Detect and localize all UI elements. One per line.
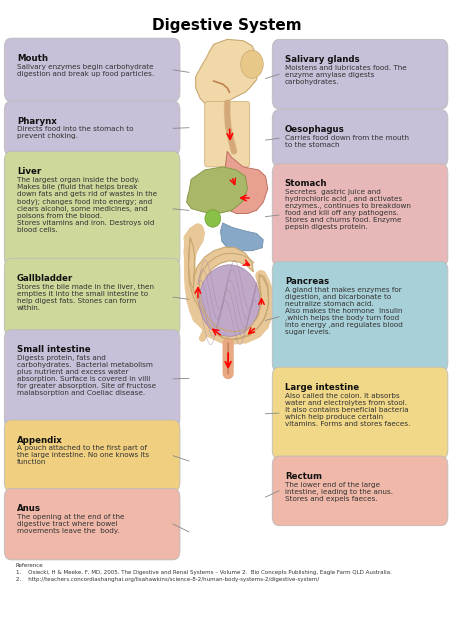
FancyBboxPatch shape xyxy=(4,420,180,491)
FancyBboxPatch shape xyxy=(272,367,448,459)
Text: Carries food down from the mouth
to the stomach: Carries food down from the mouth to the … xyxy=(285,135,409,148)
Text: Anus: Anus xyxy=(17,504,41,513)
Text: Appendix: Appendix xyxy=(17,436,63,444)
FancyBboxPatch shape xyxy=(4,488,180,560)
Polygon shape xyxy=(223,151,268,213)
Text: Salivary enzymes begin carbohydrate
digestion and break up food particles.: Salivary enzymes begin carbohydrate dige… xyxy=(17,64,154,76)
FancyBboxPatch shape xyxy=(272,262,448,372)
Ellipse shape xyxy=(199,265,260,336)
Text: Stores the bile made in the liver, then
empties it into the small intestine to
h: Stores the bile made in the liver, then … xyxy=(17,284,154,310)
FancyBboxPatch shape xyxy=(4,330,180,428)
Text: Pharynx: Pharynx xyxy=(17,116,57,125)
FancyBboxPatch shape xyxy=(272,456,448,526)
FancyBboxPatch shape xyxy=(4,101,180,156)
FancyBboxPatch shape xyxy=(4,151,180,266)
FancyBboxPatch shape xyxy=(272,110,448,167)
Polygon shape xyxy=(196,39,259,108)
Text: The largest organ inside the body.
Makes bile (fluid that helps break
down fats : The largest organ inside the body. Makes… xyxy=(17,177,157,233)
Text: Rectum: Rectum xyxy=(285,471,322,481)
Text: Gallbladder: Gallbladder xyxy=(17,274,73,283)
Text: Reference
1.    Osiecki, H & Meeke, F, MD, 2005. The Digestive and Renal Systems: Reference 1. Osiecki, H & Meeke, F, MD, … xyxy=(16,563,392,582)
Polygon shape xyxy=(189,237,269,341)
Text: Pancreas: Pancreas xyxy=(285,277,329,286)
Text: Large intestine: Large intestine xyxy=(285,382,359,392)
Text: The opening at the end of the
digestive tract where bowel
movements leave the  b: The opening at the end of the digestive … xyxy=(17,514,125,534)
FancyBboxPatch shape xyxy=(4,38,180,101)
Polygon shape xyxy=(220,223,263,251)
Text: Digests protein, fats and
carbohydrates.  Bacterial metabolism
plus nutrient and: Digests protein, fats and carbohydrates.… xyxy=(17,356,156,396)
FancyBboxPatch shape xyxy=(272,164,448,266)
Text: Liver: Liver xyxy=(17,167,41,176)
FancyBboxPatch shape xyxy=(4,259,180,336)
Text: The lower end of the large
intestine, leading to the anus.
Stores and expels fae: The lower end of the large intestine, le… xyxy=(285,481,393,501)
Text: Small intestine: Small intestine xyxy=(17,346,91,354)
FancyBboxPatch shape xyxy=(205,101,250,167)
Text: Moistens and lubricates food. The
enzyme amylase digests
carbohydrates.: Moistens and lubricates food. The enzyme… xyxy=(285,65,407,85)
FancyArrowPatch shape xyxy=(202,331,206,339)
Text: A gland that makes enzymes for
digestion, and bicarbonate to
neutralize stomach : A gland that makes enzymes for digestion… xyxy=(285,287,403,335)
Text: Salivary glands: Salivary glands xyxy=(285,55,359,64)
Ellipse shape xyxy=(241,50,263,78)
Text: Secretes  gastric juice and
hydrochloric acid , and activates
enzymes., continue: Secretes gastric juice and hydrochloric … xyxy=(285,189,411,230)
Text: Stomach: Stomach xyxy=(285,179,328,188)
Text: Digestive System: Digestive System xyxy=(153,18,302,33)
Text: Oesophagus: Oesophagus xyxy=(285,125,345,134)
Text: Also called the colon. It absorbs
water and electrolytes from stool.
It also con: Also called the colon. It absorbs water … xyxy=(285,393,410,426)
Text: Directs food into the stomach to
prevent choking.: Directs food into the stomach to prevent… xyxy=(17,126,134,140)
Text: Mouth: Mouth xyxy=(17,54,48,63)
Ellipse shape xyxy=(205,210,221,227)
Polygon shape xyxy=(187,167,247,213)
Text: A pouch attached to the first part of
the large intestine. No one knows its
func: A pouch attached to the first part of th… xyxy=(17,446,149,466)
FancyBboxPatch shape xyxy=(272,39,448,109)
